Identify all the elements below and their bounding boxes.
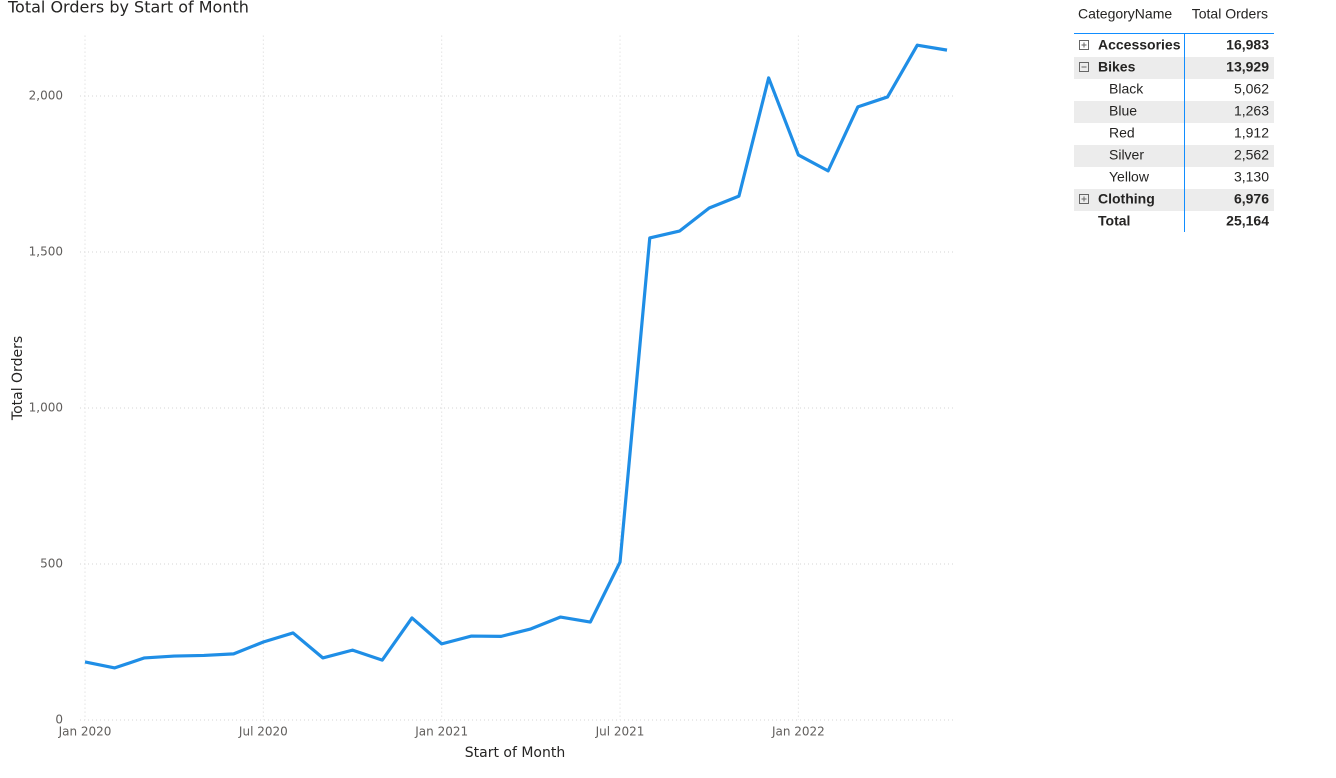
row-label: Silver	[1109, 147, 1144, 163]
row-label: Black	[1109, 81, 1144, 97]
row-band	[1074, 189, 1274, 211]
y-tick-label: 1,000	[29, 401, 63, 415]
row-value: 25,164	[1226, 213, 1269, 229]
expand-icon	[1079, 62, 1089, 72]
row-value: 3,130	[1234, 169, 1269, 185]
row-band	[1074, 145, 1274, 167]
row-band	[1074, 101, 1274, 123]
x-tick-label: Jan 2021	[414, 725, 468, 739]
row-value: 13,929	[1226, 59, 1269, 75]
row-label: Yellow	[1109, 169, 1150, 185]
y-tick-label: 0	[55, 713, 63, 727]
row-value: 6,976	[1234, 191, 1269, 207]
row-label: Accessories	[1098, 37, 1181, 53]
row-label: Blue	[1109, 103, 1137, 119]
row-value: 1,912	[1234, 125, 1269, 141]
row-value: 16,983	[1226, 37, 1269, 53]
row-value: 5,062	[1234, 81, 1269, 97]
y-axis-title: Total Orders	[10, 336, 26, 421]
x-tick-label: Jan 2020	[58, 725, 112, 739]
y-tick-label: 1,500	[29, 245, 63, 259]
chart-title: Total Orders by Start of Month	[7, 0, 249, 17]
row-label: Red	[1109, 125, 1135, 141]
line-series	[84, 43, 948, 670]
x-tick-label: Jan 2022	[771, 725, 825, 739]
expand-icon	[1079, 40, 1089, 50]
table-header: CategoryName	[1078, 6, 1172, 22]
y-tick-label: 2,000	[29, 89, 63, 103]
table-header: Total Orders	[1192, 6, 1268, 22]
x-tick-label: Jul 2020	[238, 725, 288, 739]
x-tick-label: Jul 2021	[595, 725, 645, 739]
x-axis-title: Start of Month	[465, 745, 565, 761]
row-label: Clothing	[1098, 191, 1155, 207]
row-band	[1074, 57, 1274, 79]
expand-icon	[1079, 194, 1089, 204]
row-label: Total	[1098, 213, 1130, 229]
row-value: 2,562	[1234, 147, 1269, 163]
row-label: Bikes	[1098, 59, 1136, 75]
y-tick-label: 500	[40, 557, 63, 571]
row-value: 1,263	[1234, 103, 1269, 119]
